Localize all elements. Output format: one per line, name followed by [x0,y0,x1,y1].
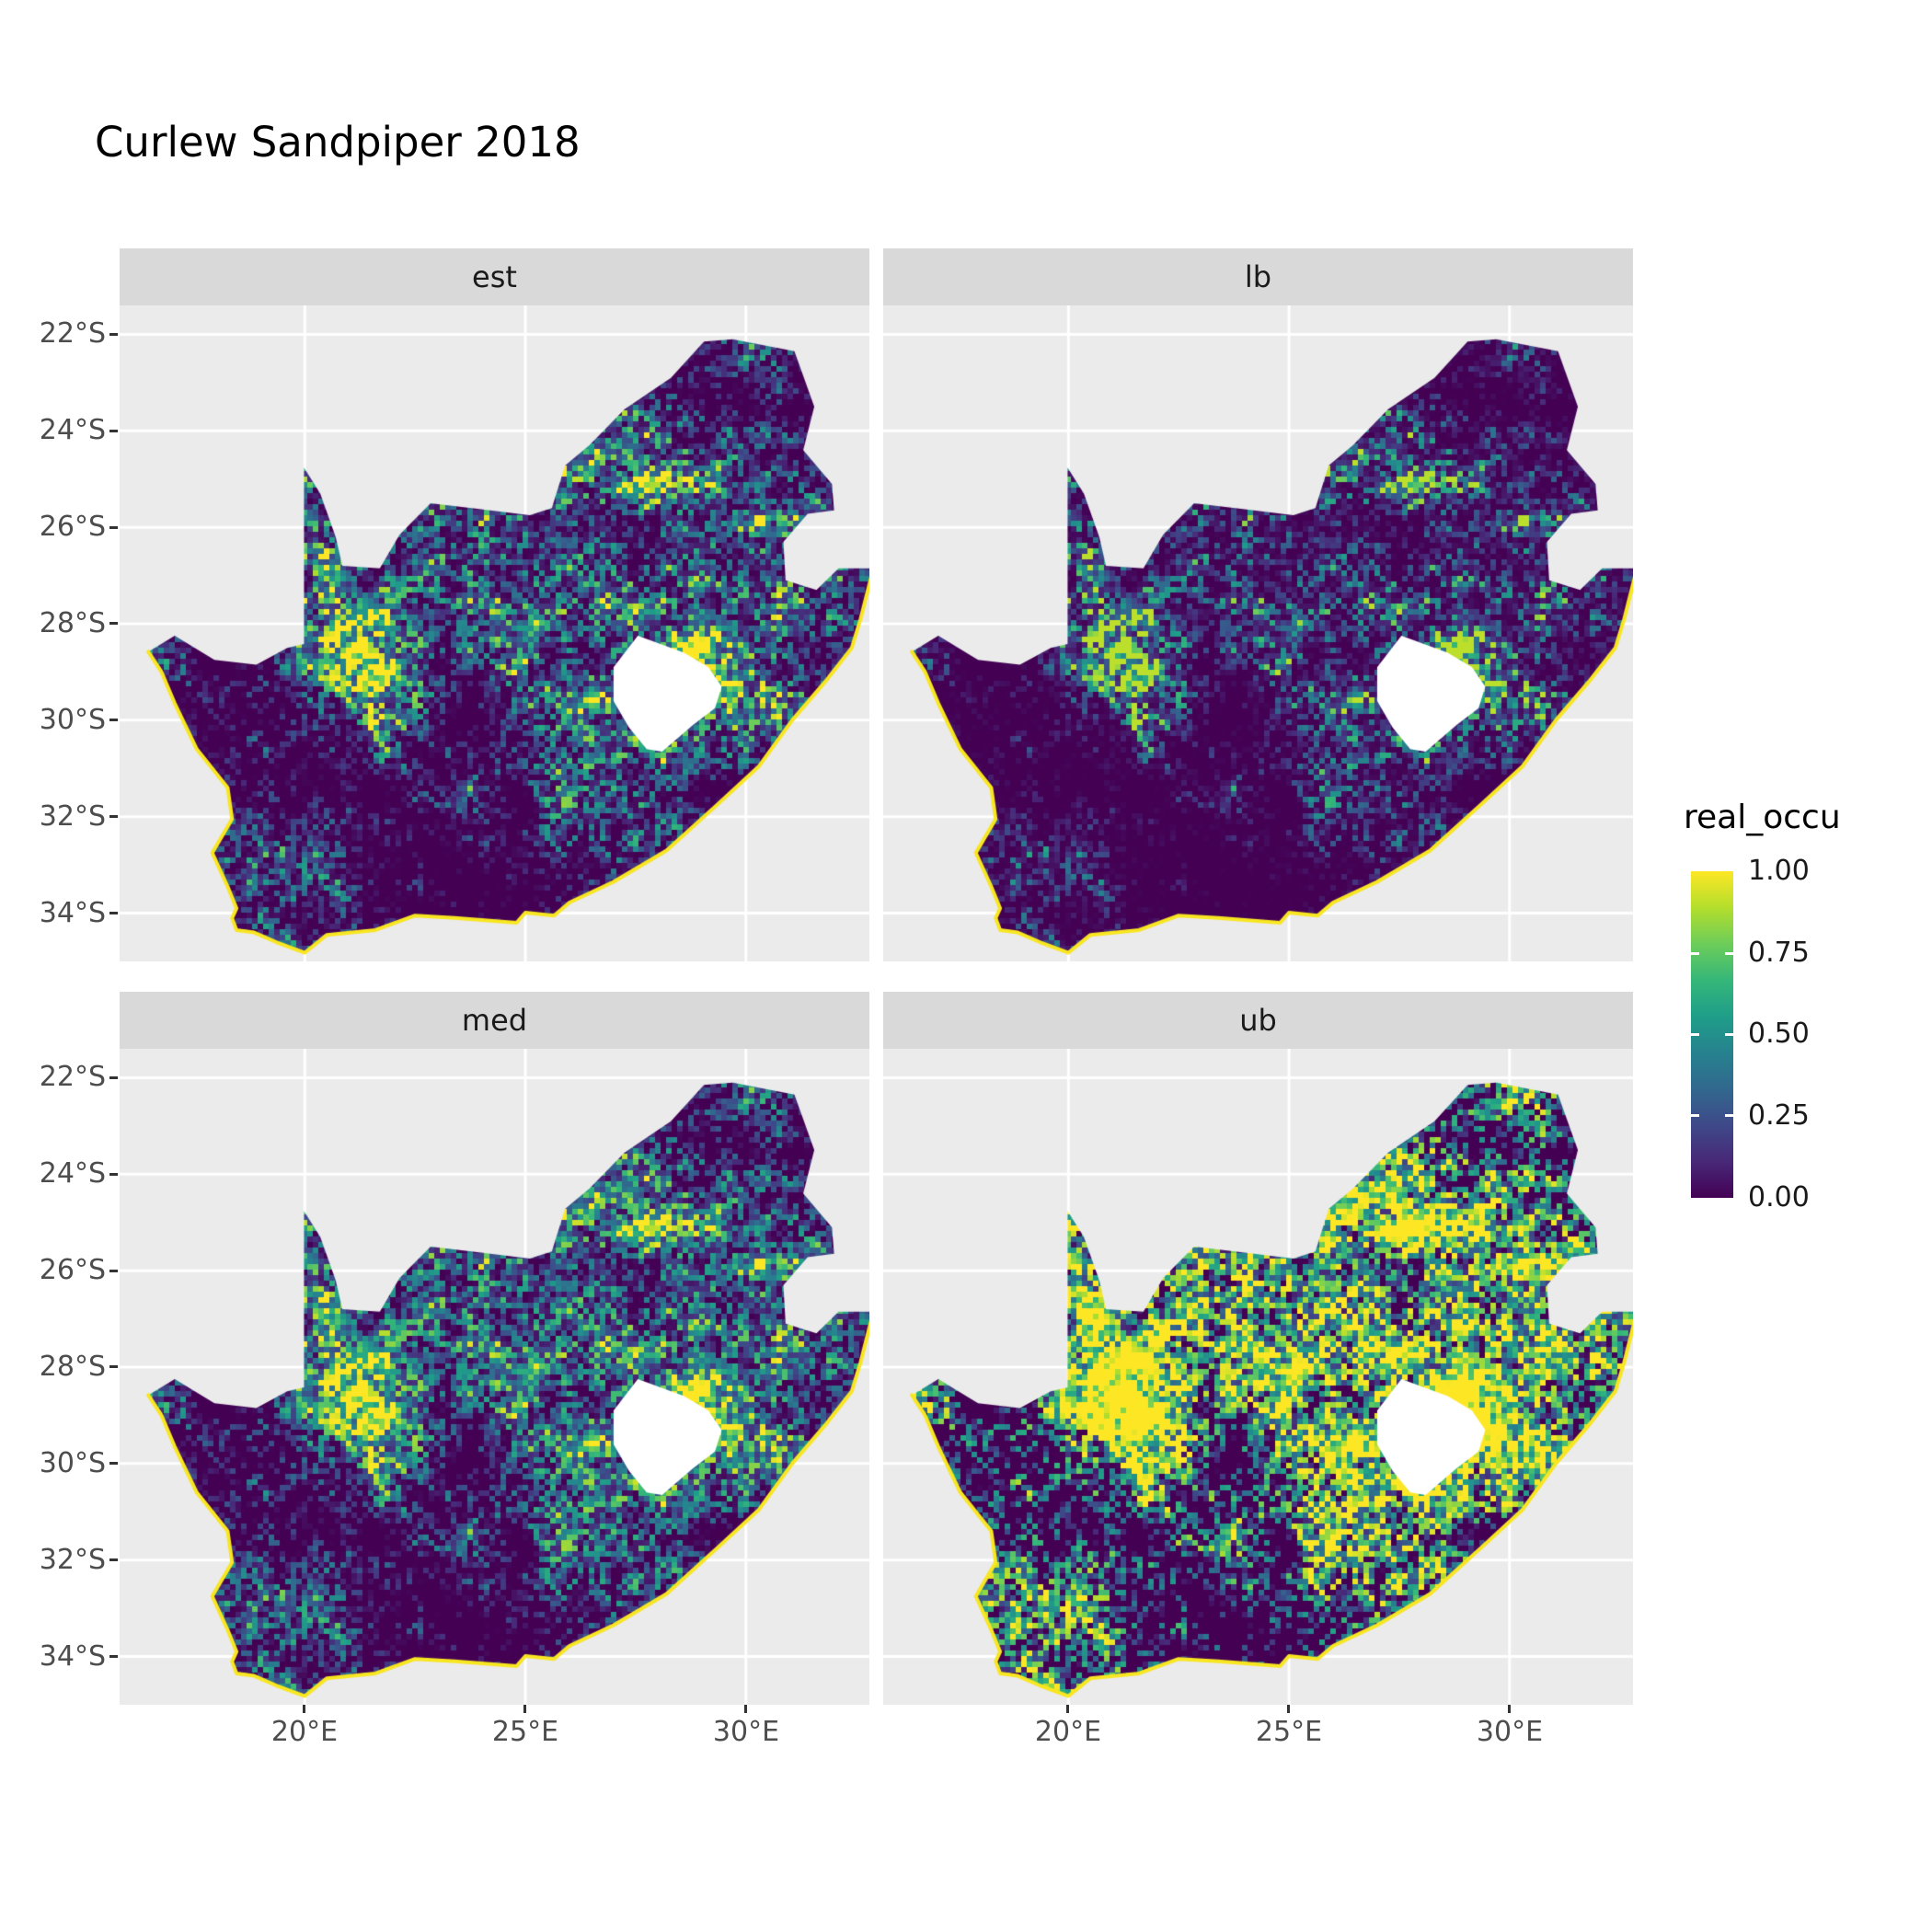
y-axis-label: 32°S [39,800,106,833]
facet-strip-lb: lb [883,248,1633,305]
map-canvas-med [120,1049,869,1705]
y-axis-label: 26°S [39,1254,106,1286]
facet-strip-label: lb [1244,259,1272,294]
map-canvas-lb [883,305,1633,961]
legend-label: 0.25 [1748,1099,1810,1132]
x-axis-label: 20°E [1034,1716,1102,1748]
legend-tick [1725,1033,1733,1036]
x-axis-label: 30°E [712,1716,780,1748]
y-axis-label: 24°S [39,1157,106,1190]
axis-tick [109,1655,118,1658]
x-axis-label: 25°E [1255,1716,1323,1748]
facet-strip-label: med [461,1003,528,1038]
map-canvas-est [120,305,869,961]
axis-tick [303,1705,305,1713]
legend-tick [1725,1114,1733,1117]
axis-tick [109,719,118,721]
y-axis-label: 28°S [39,607,106,639]
axis-tick [1066,1705,1069,1713]
y-axis-label: 22°S [39,1061,106,1093]
axis-tick [109,912,118,914]
axis-tick [109,430,118,432]
legend-tick [1691,1033,1699,1036]
legend-title: real_occu [1684,799,1841,836]
y-axis-label: 30°S [39,704,106,736]
axis-tick [109,1173,118,1176]
legend-label: 1.00 [1748,855,1810,887]
y-axis-label: 22°S [39,317,106,350]
facet-strip-label: ub [1239,1003,1277,1038]
axis-tick [1508,1705,1511,1713]
legend-label: 0.50 [1748,1018,1810,1050]
plot-title: Curlew Sandpiper 2018 [95,118,581,167]
axis-tick [109,333,118,336]
axis-tick [109,1365,118,1368]
y-axis-label: 30°S [39,1447,106,1479]
axis-tick [1287,1705,1290,1713]
legend-tick [1691,1114,1699,1117]
axis-tick [109,526,118,529]
legend-label: 0.75 [1748,937,1810,969]
y-axis-label: 34°S [39,1640,106,1673]
legend-tick [1725,952,1733,955]
y-axis-label: 24°S [39,414,106,446]
axis-tick [109,1076,118,1079]
y-axis-label: 28°S [39,1351,106,1383]
axis-tick [109,815,118,818]
x-axis-label: 20°E [270,1716,339,1748]
axis-tick [109,1558,118,1561]
facet-strip-ub: ub [883,992,1633,1049]
y-axis-label: 34°S [39,897,106,929]
x-axis-label: 30°E [1476,1716,1544,1748]
facet-strip-label: est [472,259,517,294]
facet-strip-est: est [120,248,869,305]
y-axis-label: 26°S [39,511,106,543]
map-canvas-ub [883,1049,1633,1705]
axis-tick [109,1462,118,1465]
x-axis-label: 25°E [491,1716,559,1748]
legend-label: 0.00 [1748,1181,1810,1213]
axis-tick [523,1705,526,1713]
axis-tick [744,1705,747,1713]
axis-tick [109,1270,118,1272]
axis-tick [109,622,118,625]
facet-strip-med: med [120,992,869,1049]
y-axis-label: 32°S [39,1544,106,1576]
legend-tick [1691,952,1699,955]
